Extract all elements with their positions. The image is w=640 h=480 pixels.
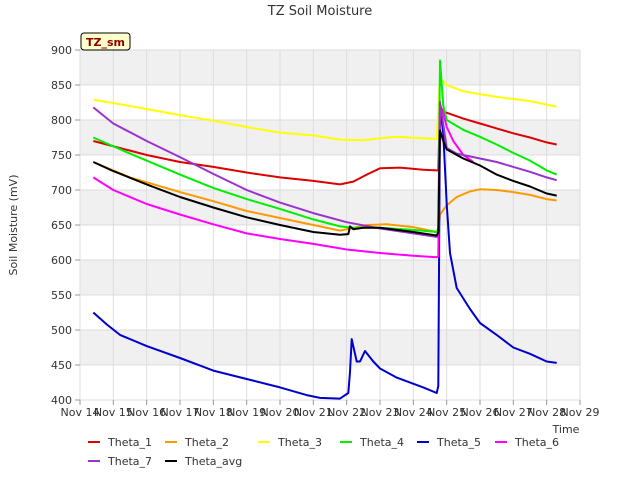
x-tick-label: Nov 18	[194, 406, 233, 419]
x-tick-label: Nov 17	[161, 406, 200, 419]
y-tick-label: 800	[51, 114, 72, 127]
x-tick-label: Nov 25	[427, 406, 466, 419]
y-tick-label: 450	[51, 359, 72, 372]
x-tick-label: Nov 29	[561, 406, 600, 419]
tz-badge-label: TZ_sm	[86, 36, 125, 49]
y-axis-label: Soil Moisture (mV)	[7, 175, 20, 276]
x-tick-label: Nov 21	[294, 406, 333, 419]
grid-band	[80, 190, 580, 225]
legend: Theta_1 Theta_2 Theta_3 Theta_4 Theta_5 Theta…	[88, 436, 559, 468]
grid-band	[80, 260, 580, 295]
y-tick-label: 700	[51, 184, 72, 197]
series-line-theta-2	[92, 161, 557, 233]
y-tick-label: 900	[51, 44, 72, 57]
x-tick-label: Nov 22	[327, 406, 366, 419]
series-line-theta-5	[92, 105, 557, 400]
legend-label-theta-1: Theta_1	[107, 436, 152, 449]
legend-label-theta-5: Theta_5	[436, 436, 481, 449]
x-tick-label: Nov 16	[127, 406, 166, 419]
x-tick-label: Nov 15	[94, 406, 133, 419]
y-tick-label: 550	[51, 289, 72, 302]
y-tick-label: 650	[51, 219, 72, 232]
series-line-theta-avg	[92, 129, 557, 237]
series-line-theta-4	[92, 59, 558, 233]
grid-band	[80, 50, 580, 85]
grid-band	[80, 330, 580, 365]
y-tick-label: 600	[51, 254, 72, 267]
series-lines	[92, 59, 558, 400]
tz-badge: TZ_sm	[80, 32, 131, 51]
x-tick-label: Nov 26	[461, 406, 500, 419]
background-bands	[80, 50, 580, 365]
x-tick-label: Nov 23	[361, 406, 400, 419]
series-line-theta-6	[92, 105, 474, 259]
y-tick-label: 500	[51, 324, 72, 337]
x-tick-label: Nov 20	[261, 406, 300, 419]
series-line-theta-1	[93, 105, 557, 186]
legend-label-theta-6: Theta_6	[514, 436, 559, 449]
legend-label-theta-4: Theta_4	[359, 436, 404, 449]
x-tick-label: Nov 19	[227, 406, 266, 419]
chart-title: TZ Soil Moisture	[267, 4, 373, 19]
series-line-theta-3	[93, 77, 557, 142]
y-tick-label: 400	[51, 394, 72, 407]
y-axis: 400 450 500 550 600 650 700 750 800 850 900	[51, 44, 80, 407]
y-tick-label: 750	[51, 149, 72, 162]
legend-label-theta-3: Theta_3	[277, 436, 322, 449]
x-tick-label: Nov 14	[61, 406, 100, 419]
y-tick-label: 850	[51, 79, 72, 92]
x-tick-label: Nov 27	[494, 406, 533, 419]
x-axis-label: Time	[552, 423, 580, 436]
legend-label-theta-7: Theta_7	[107, 455, 152, 468]
legend-label-theta-avg: Theta_avg	[184, 455, 242, 468]
series-line-theta-7	[92, 100, 557, 238]
legend-label-theta-2: Theta_2	[184, 436, 229, 449]
x-tick-label: Nov 28	[527, 406, 566, 419]
x-tick-label: Nov 24	[394, 406, 433, 419]
